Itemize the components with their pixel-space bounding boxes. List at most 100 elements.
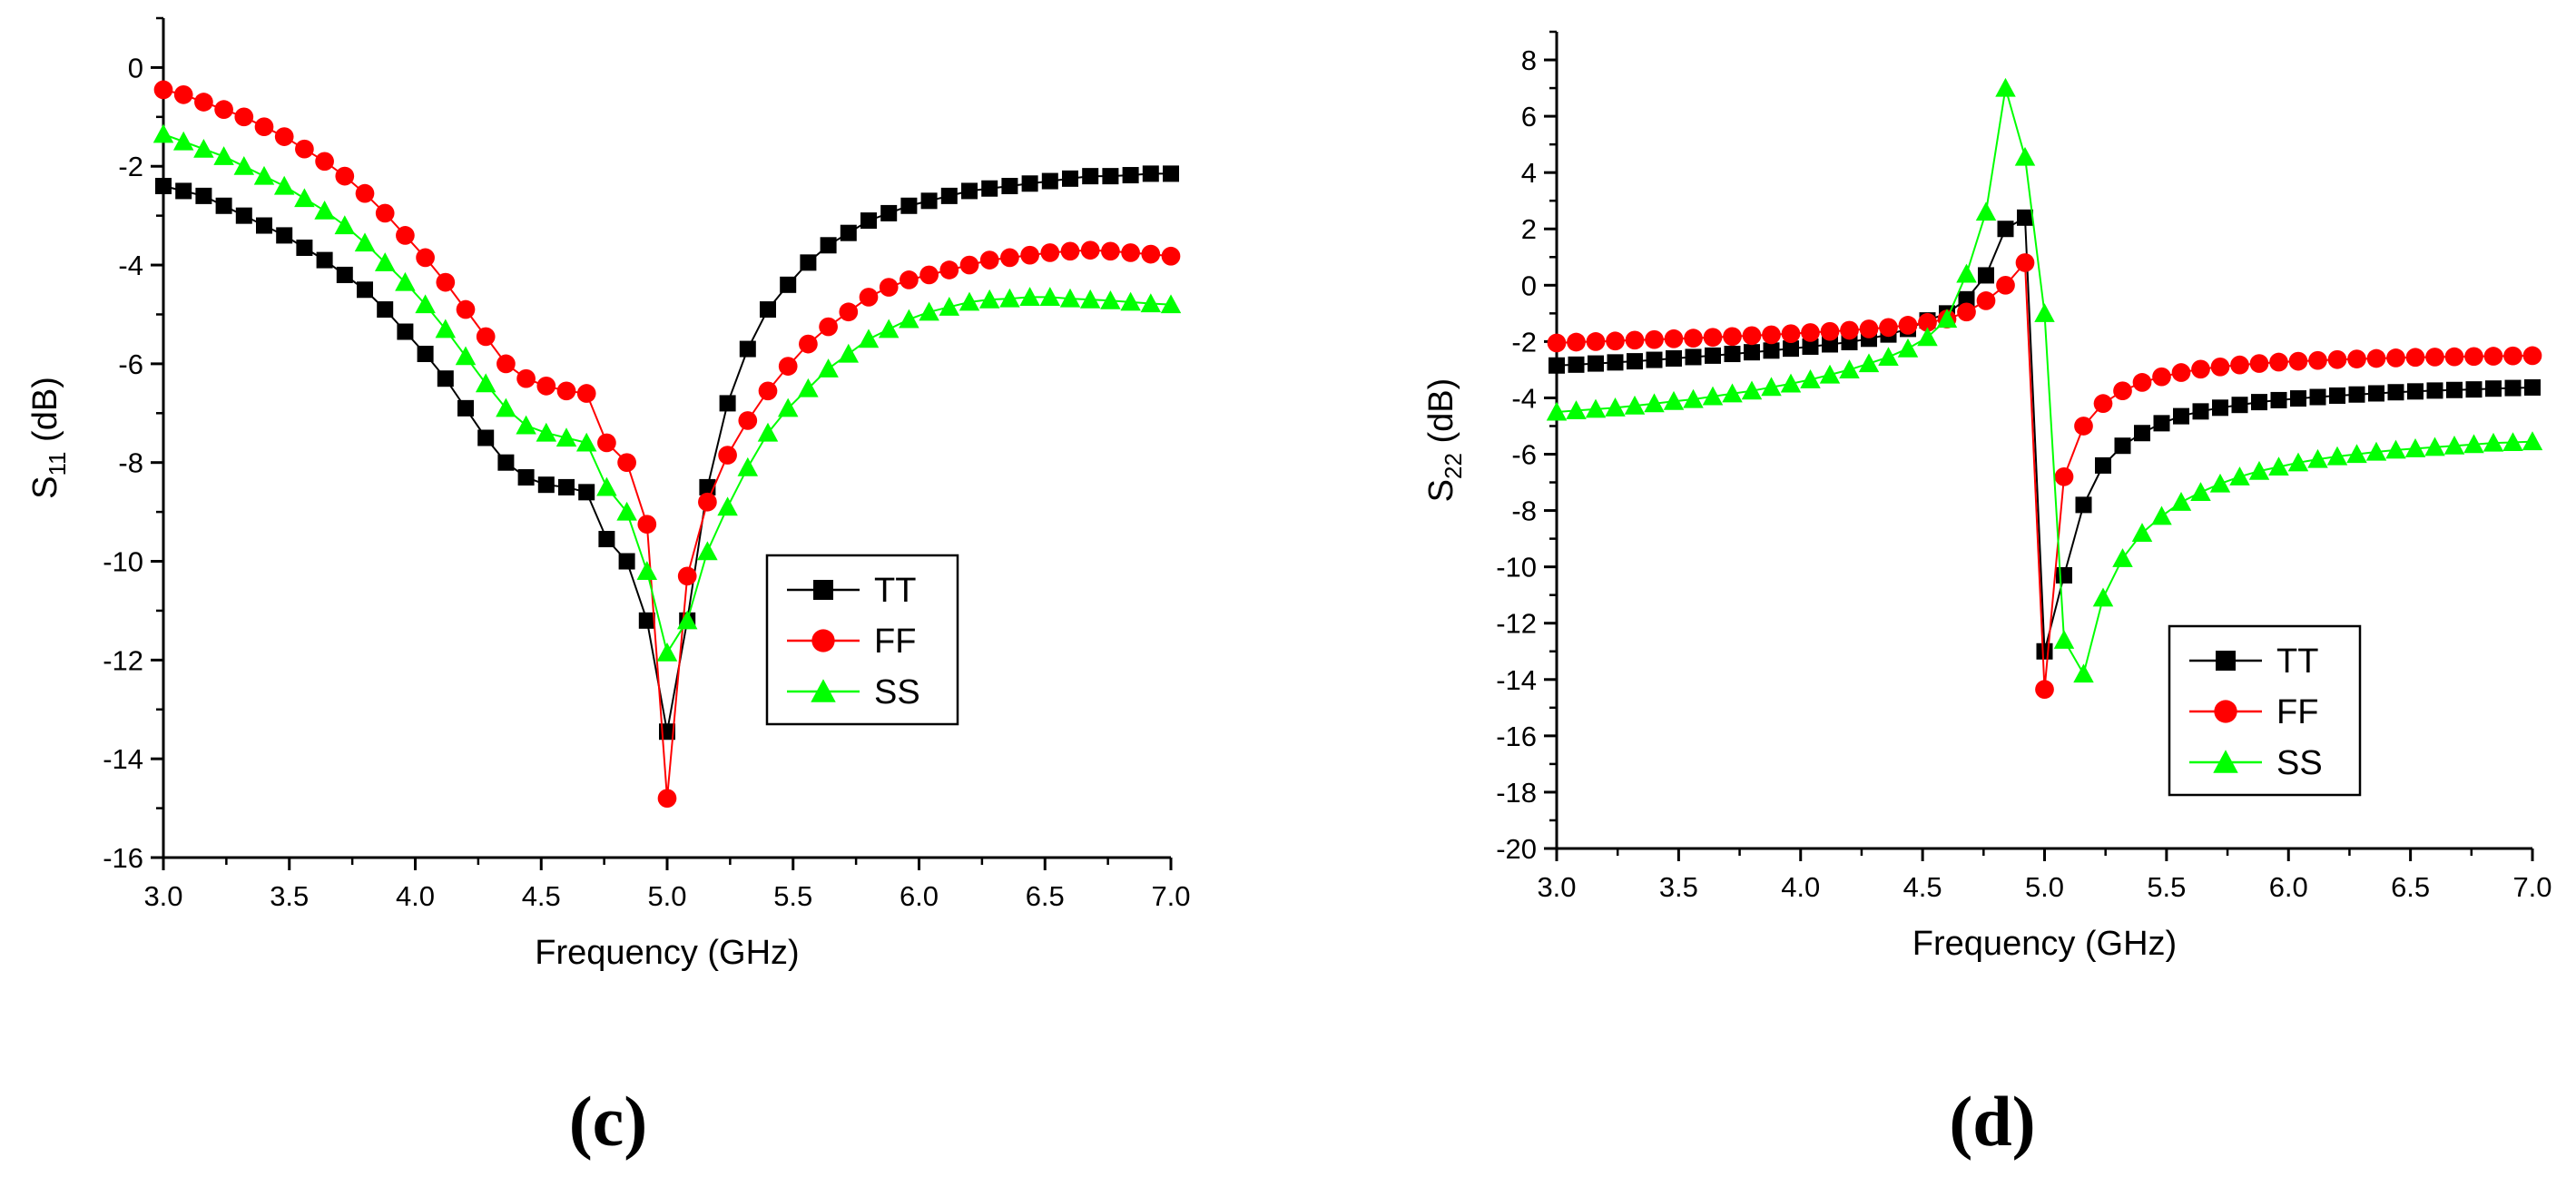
data-point	[820, 237, 837, 254]
legend-entry-ss: SS	[787, 673, 920, 711]
data-point	[2270, 391, 2287, 408]
data-point	[1763, 342, 1780, 359]
data-point	[1122, 167, 1139, 184]
series-ss	[152, 123, 1182, 662]
legend-marker	[813, 580, 833, 600]
data-point	[536, 377, 556, 396]
data-point	[417, 346, 434, 362]
data-point	[1722, 383, 1743, 403]
data-point	[295, 139, 314, 159]
x-tick-label: 7.0	[1151, 880, 1190, 912]
data-point	[1744, 344, 1760, 361]
data-point	[1625, 330, 1645, 350]
y-axis-title: S22 (dB)	[1422, 378, 1467, 503]
data-point	[1567, 332, 1586, 352]
data-point	[578, 484, 595, 501]
data-point	[2522, 346, 2542, 366]
data-point	[1956, 263, 1977, 283]
data-point	[2502, 432, 2523, 452]
axes: 3.0 3.5 4.0 4.5 5.0 5.5 6.0 6.5 7.0 8 6 4 2 0 -2 -4 -6 -8…	[1496, 30, 2552, 903]
data-point	[576, 384, 596, 403]
x-tick-label: 7.0	[2512, 871, 2551, 903]
data-point	[1781, 324, 1801, 344]
data-point	[172, 131, 194, 151]
data-point	[416, 248, 435, 268]
data-point	[2132, 373, 2152, 392]
legend-entry-ff: FF	[2189, 693, 2318, 731]
data-point	[556, 381, 576, 401]
x-tick-label: 6.5	[1026, 880, 1065, 912]
data-point	[2035, 680, 2054, 700]
data-point	[1080, 240, 1100, 260]
data-point	[357, 281, 373, 299]
series-tt	[1549, 209, 2541, 660]
data-point	[2134, 425, 2150, 442]
data-point	[2112, 548, 2133, 567]
y-axis-title: S11 (dB)	[26, 377, 71, 499]
data-point	[858, 329, 880, 348]
data-point	[475, 373, 497, 393]
data-point	[2192, 403, 2209, 420]
x-tick-label: 3.5	[270, 880, 309, 912]
data-point	[1082, 168, 1099, 185]
data-point	[1936, 309, 1958, 329]
data-point	[1997, 221, 2014, 238]
legend-entry-tt: TT	[787, 572, 916, 610]
data-point	[2075, 496, 2092, 514]
data-point	[2327, 349, 2347, 369]
data-point	[436, 272, 456, 292]
data-point	[1039, 287, 1061, 306]
data-point	[757, 422, 779, 442]
data-point	[2326, 446, 2348, 466]
data-point	[335, 166, 355, 186]
data-point	[778, 357, 798, 376]
y-tick-label: -16	[103, 842, 143, 874]
data-point	[395, 271, 416, 291]
data-point	[415, 294, 436, 314]
data-point	[2503, 346, 2522, 366]
data-point	[737, 456, 759, 476]
data-point	[2308, 350, 2327, 370]
data-point	[315, 152, 334, 172]
data-point	[1040, 243, 1060, 262]
data-point	[274, 127, 294, 146]
panel-label: (c)	[569, 1082, 648, 1161]
data-point	[1605, 397, 1626, 417]
data-point	[1724, 346, 1741, 363]
data-point	[1607, 354, 1624, 371]
axes: 3.0 3.5 4.0 4.5 5.0 5.5 6.0 6.5 7.0 0 -2 -4 -6 -8 -10 -…	[103, 16, 1191, 912]
data-point	[2463, 434, 2484, 454]
data-point	[2248, 460, 2270, 480]
data-point	[719, 395, 736, 412]
chart-panel-c: 3.0 3.5 4.0 4.5 5.0 5.5 6.0 6.5 7.0 0 -2 -4 -6 -8 -10 -…	[26, 16, 1191, 1161]
legend: TT FF SS	[765, 554, 959, 726]
legend-marker	[2216, 651, 2236, 671]
data-point	[1780, 373, 1802, 393]
series-tt	[155, 165, 1179, 741]
data-point	[1547, 333, 1567, 353]
data-point	[1976, 291, 1996, 310]
data-point	[777, 397, 799, 417]
legend-entry-tt: TT	[2189, 642, 2318, 681]
y-tick-label: -12	[1496, 608, 1537, 640]
y-tick-label: -12	[103, 644, 143, 676]
data-point	[2347, 349, 2366, 368]
data-point	[276, 227, 293, 244]
data-point	[497, 354, 516, 374]
data-point	[880, 204, 898, 221]
data-point	[1859, 319, 1879, 338]
data-point	[516, 415, 536, 435]
data-point	[899, 309, 919, 329]
data-point	[2114, 437, 2131, 455]
y-tick-label: -18	[1496, 777, 1537, 809]
data-point	[900, 197, 918, 214]
data-point	[2171, 363, 2191, 382]
data-point	[2212, 399, 2228, 417]
y-tick-label: 6	[1521, 101, 1537, 132]
data-point	[2522, 431, 2543, 451]
data-point	[1585, 398, 1607, 418]
data-point	[476, 327, 496, 347]
data-point	[456, 299, 476, 319]
data-point	[1742, 326, 1762, 346]
